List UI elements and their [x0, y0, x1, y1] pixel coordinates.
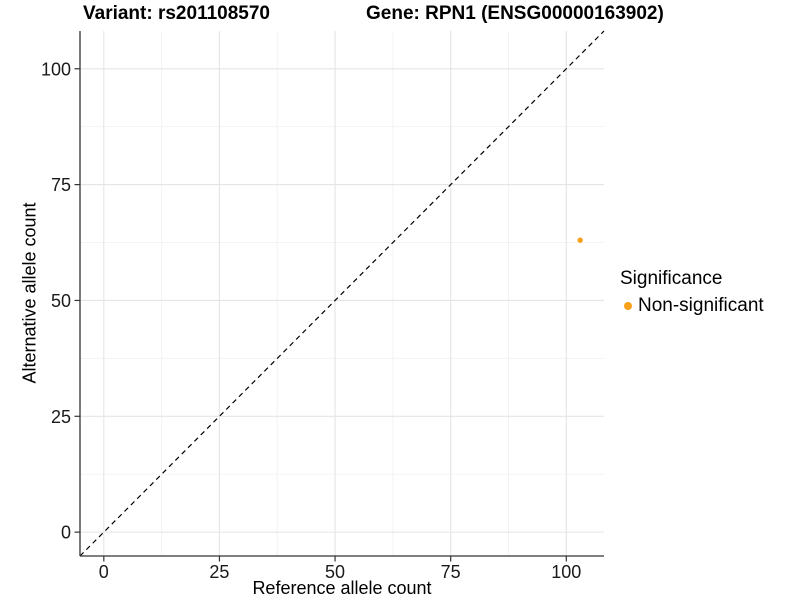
legend: Significance Non-significant	[620, 268, 764, 317]
legend-item-label: Non-significant	[638, 295, 764, 316]
y-tick-label: 75	[51, 175, 71, 195]
y-tick-label: 0	[61, 523, 71, 543]
x-tick-label: 75	[441, 562, 461, 582]
plot-title-gene: Gene: RPN1 (ENSG00000163902)	[366, 3, 664, 24]
legend-title: Significance	[620, 268, 723, 289]
legend-item-non-significant: Non-significant	[624, 295, 764, 317]
plot-title-variant: Variant: rs201108570	[83, 3, 270, 24]
x-tick-label: 100	[551, 562, 581, 582]
y-tick-label: 25	[51, 407, 71, 427]
y-tick-label: 100	[41, 59, 71, 79]
x-axis-label: Reference allele count	[252, 578, 432, 598]
x-tick-label: 25	[209, 562, 229, 582]
y-tick-label: 50	[51, 291, 71, 311]
x-tick-label: 50	[325, 562, 345, 582]
y-axis-label: Alternative allele count	[19, 202, 40, 384]
identity-dashed-line	[79, 30, 605, 557]
x-tick-label: 0	[99, 562, 109, 582]
data-point	[577, 237, 583, 243]
legend-point-icon	[624, 302, 632, 310]
